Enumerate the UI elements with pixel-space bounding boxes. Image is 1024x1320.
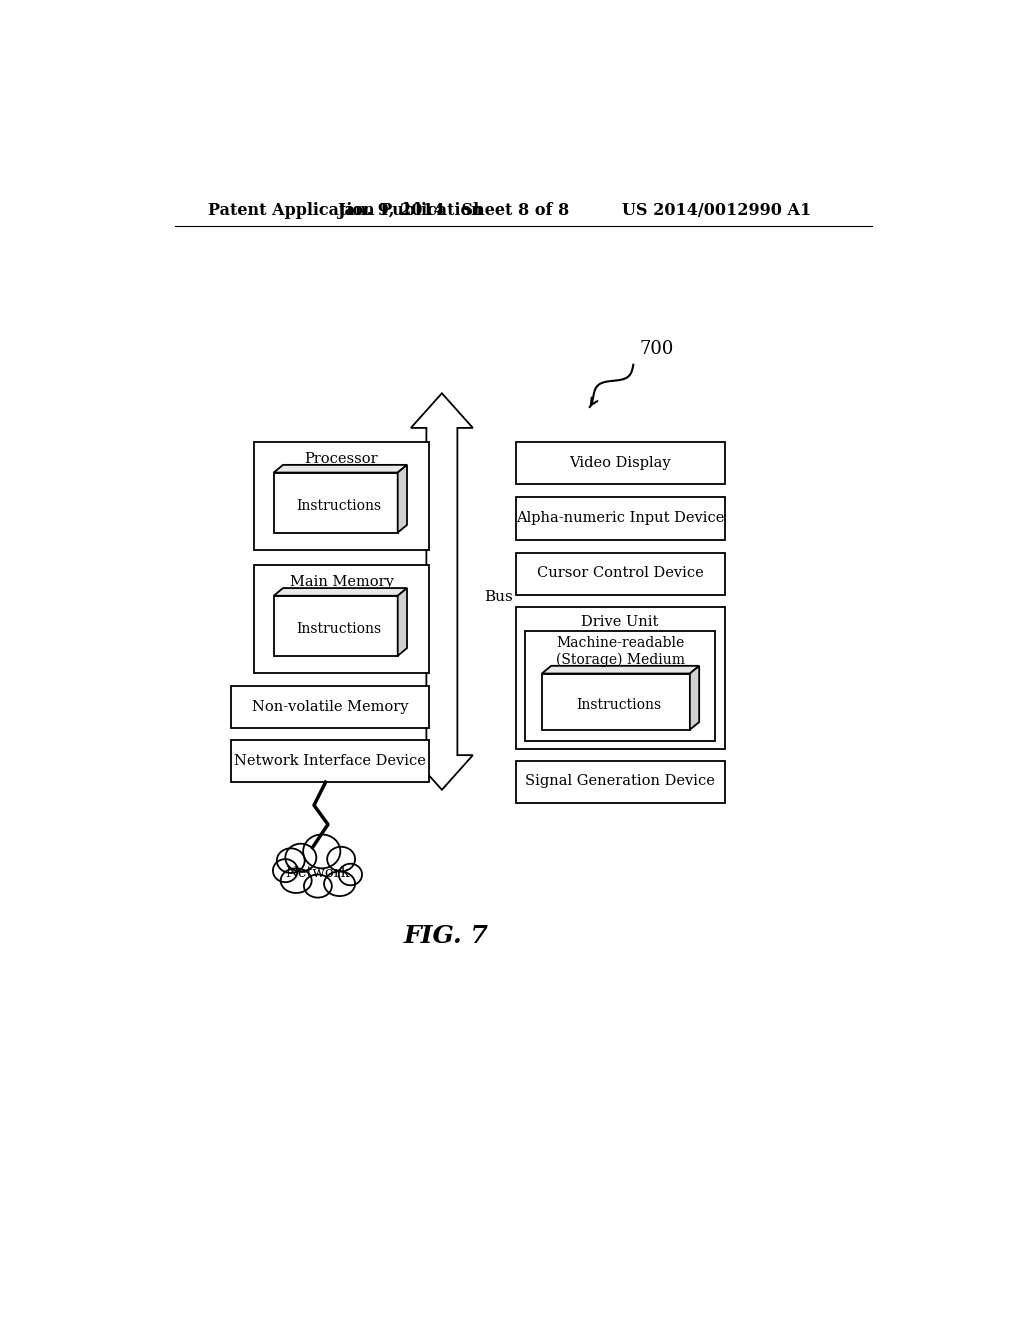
Text: US 2014/0012990 A1: US 2014/0012990 A1 [623,202,812,219]
Bar [231,686,429,729]
Polygon shape [397,589,407,656]
Text: Signal Generation Device: Signal Generation Device [525,775,715,788]
Ellipse shape [328,847,355,871]
Text: Instructions: Instructions [296,499,381,512]
Text: Patent Application Publication: Patent Application Publication [208,202,482,219]
Text: Drive Unit: Drive Unit [582,615,658,628]
Text: FIG. 7: FIG. 7 [403,924,488,948]
Polygon shape [273,589,407,595]
Text: Instructions: Instructions [577,698,662,711]
Text: Network: Network [286,866,350,880]
Text: Alpha-numeric Input Device: Alpha-numeric Input Device [516,511,724,525]
Bar [254,442,429,549]
Ellipse shape [276,849,305,873]
Polygon shape [542,673,690,730]
Text: Jan. 9, 2014   Sheet 8 of 8: Jan. 9, 2014 Sheet 8 of 8 [337,202,569,219]
Polygon shape [397,465,407,533]
Bar [515,553,725,595]
Ellipse shape [304,874,332,898]
Bar [515,442,725,484]
Text: Non-volatile Memory: Non-volatile Memory [252,700,409,714]
Text: Video Display: Video Display [569,455,671,470]
Bar [515,760,725,803]
Bar [515,607,725,748]
Text: Instructions: Instructions [296,622,381,636]
Text: Bus: Bus [484,590,513,605]
Ellipse shape [303,834,340,869]
Polygon shape [411,393,473,789]
Bar [231,739,429,781]
Polygon shape [273,595,397,656]
Ellipse shape [339,863,362,886]
Bar [515,498,725,540]
Ellipse shape [273,859,298,882]
Ellipse shape [281,869,311,892]
Text: Machine-readable
(Storage) Medium: Machine-readable (Storage) Medium [556,636,685,667]
Ellipse shape [324,871,355,896]
Text: Cursor Control Device: Cursor Control Device [537,566,703,581]
Polygon shape [273,473,397,533]
Text: Main Memory: Main Memory [290,576,393,589]
Text: Network Interface Device: Network Interface Device [233,754,426,768]
Polygon shape [542,665,699,673]
Text: Processor: Processor [305,451,378,466]
Polygon shape [273,465,407,473]
Ellipse shape [286,843,316,871]
Text: 700: 700 [640,341,674,358]
Ellipse shape [271,834,365,904]
Polygon shape [690,665,699,730]
Bar [524,631,716,742]
Bar [254,565,429,673]
